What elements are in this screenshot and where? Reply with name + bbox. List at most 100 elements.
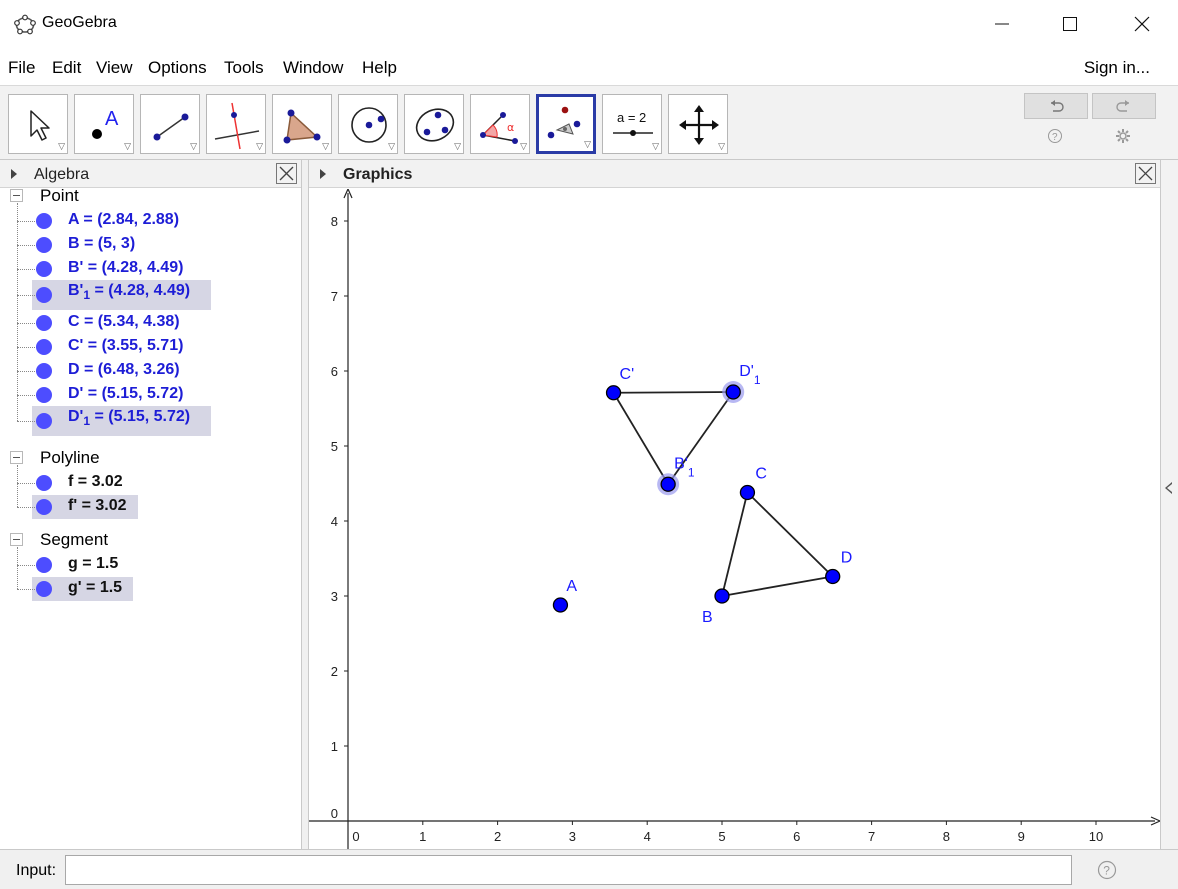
algebra-expression[interactable]: A = (2.84, 2.88): [68, 211, 179, 229]
cursor-arrow-icon: [30, 110, 50, 141]
x-tick-label: 5: [718, 829, 725, 844]
visibility-toggle-icon[interactable]: [36, 475, 52, 491]
point-label-text: C': [620, 366, 635, 383]
segment-f'[interactable]: [612, 392, 669, 485]
algebra-expression[interactable]: B'1 = (4.28, 4.49): [68, 282, 190, 302]
undo-button[interactable]: [1024, 93, 1088, 119]
tree-connector: [17, 465, 18, 507]
visibility-toggle-icon[interactable]: [36, 387, 52, 403]
point-B'1[interactable]: [660, 476, 676, 492]
move-tool-button[interactable]: ▽: [8, 94, 68, 154]
point-D'1[interactable]: [725, 384, 741, 400]
point-C'[interactable]: [605, 385, 622, 401]
algebra-expression[interactable]: g = 1.5: [68, 555, 118, 573]
expand-panel-triangle-icon[interactable]: [1165, 482, 1172, 494]
menu-options[interactable]: Options: [148, 58, 207, 77]
algebra-expression[interactable]: D = (6.48, 3.26): [68, 361, 180, 379]
slider-tool-button[interactable]: a = 2 ▽: [602, 94, 662, 154]
graphics-title: Graphics: [343, 166, 413, 183]
close-window-button[interactable]: [1108, 0, 1176, 48]
segment-CD[interactable]: [746, 491, 834, 578]
segment-g[interactable]: [721, 575, 833, 597]
object-name: C': [68, 337, 84, 354]
segment-f[interactable]: [721, 492, 749, 597]
point-label-subscript: 1: [688, 465, 695, 479]
move-arrows-icon: [679, 105, 719, 145]
menu-tools[interactable]: Tools: [224, 58, 264, 77]
collapse-group-icon[interactable]: [10, 533, 23, 546]
point-tool-button[interactable]: A ▽: [74, 94, 134, 154]
visibility-toggle-icon[interactable]: [36, 287, 52, 303]
x-tick-label: 6: [793, 829, 800, 844]
visibility-toggle-icon[interactable]: [36, 261, 52, 277]
sign-in-link[interactable]: Sign in...: [1083, 58, 1150, 77]
visibility-toggle-icon[interactable]: [36, 213, 52, 229]
dropdown-triangle-icon: ▽: [256, 141, 263, 151]
visibility-toggle-icon[interactable]: [36, 413, 52, 429]
close-algebra-button[interactable]: [276, 163, 297, 184]
point-D[interactable]: [825, 568, 841, 585]
algebra-expression[interactable]: C' = (3.55, 5.71): [68, 337, 183, 355]
segment-tool-button[interactable]: ▽: [140, 94, 200, 154]
right-panel-toggle[interactable]: [1161, 160, 1178, 849]
object-name: B': [68, 282, 84, 299]
conic-tool-button[interactable]: ▽: [404, 94, 464, 154]
input-field[interactable]: [65, 855, 1072, 885]
point-label-text: C: [755, 466, 767, 483]
circle-tool-button[interactable]: ▽: [338, 94, 398, 154]
point-B[interactable]: [714, 588, 730, 604]
minimize-button[interactable]: [968, 0, 1036, 48]
move-graphics-view-tool-button[interactable]: ▽: [668, 94, 728, 154]
collapse-triangle-icon[interactable]: [320, 169, 326, 179]
tree-connector: [17, 221, 37, 222]
object-name: C: [68, 313, 80, 330]
redo-button[interactable]: [1092, 93, 1156, 119]
input-help-icon[interactable]: ?: [1097, 860, 1117, 880]
perpendicular-line-tool-button[interactable]: ▽: [206, 94, 266, 154]
menu-edit[interactable]: Edit: [52, 58, 82, 77]
algebra-expression[interactable]: g' = 1.5: [68, 579, 122, 597]
menu-window[interactable]: Window: [283, 58, 344, 77]
point-A[interactable]: [552, 597, 569, 613]
segment-g'[interactable]: [613, 391, 734, 394]
algebra-header: Algebra: [0, 160, 301, 188]
algebra-expression[interactable]: D' = (5.15, 5.72): [68, 385, 183, 403]
object-name: B': [68, 259, 84, 276]
menu-file[interactable]: File: [8, 58, 36, 77]
collapse-group-icon[interactable]: [10, 189, 23, 202]
algebra-row[interactable]: [32, 406, 211, 436]
visibility-toggle-icon[interactable]: [36, 363, 52, 379]
view-splitter[interactable]: [302, 160, 308, 849]
visibility-toggle-icon[interactable]: [36, 557, 52, 573]
angle-icon: α: [480, 112, 518, 144]
graphics-view[interactable]: Graphics 0 1 2 3 4 5 6 7 8 9 10 0 1 2 3 4 5 6 7 8 A B C D C' D'1 B…: [308, 160, 1161, 849]
segment-D'B'[interactable]: [667, 391, 734, 485]
visibility-toggle-icon[interactable]: [36, 581, 52, 597]
help-icon[interactable]: ?: [1047, 128, 1063, 144]
algebra-expression[interactable]: B' = (4.28, 4.49): [68, 259, 183, 277]
collapse-group-icon[interactable]: [10, 451, 23, 464]
visibility-toggle-icon[interactable]: [36, 499, 52, 515]
visibility-toggle-icon[interactable]: [36, 315, 52, 331]
collapse-triangle-icon[interactable]: [11, 169, 17, 179]
algebra-expression[interactable]: D'1 = (5.15, 5.72): [68, 408, 190, 428]
visibility-toggle-icon[interactable]: [36, 339, 52, 355]
point-label-subscript: 1: [754, 373, 761, 387]
point-C[interactable]: [739, 484, 756, 501]
angle-tool-button[interactable]: α ▽: [470, 94, 530, 154]
menu-view[interactable]: View: [96, 58, 133, 77]
reflect-about-point-tool-button[interactable]: ▽: [536, 94, 596, 154]
algebra-expression[interactable]: C = (5.34, 4.38): [68, 313, 180, 331]
settings-gear-icon[interactable]: [1115, 128, 1131, 144]
menu-help[interactable]: Help: [362, 58, 397, 77]
algebra-expression[interactable]: B = (5, 3): [68, 235, 135, 253]
point-label-text: B: [702, 609, 713, 626]
visibility-toggle-icon[interactable]: [36, 237, 52, 253]
maximize-button[interactable]: [1036, 0, 1104, 48]
algebra-expression[interactable]: f = 3.02: [68, 473, 123, 491]
close-graphics-button[interactable]: [1135, 163, 1156, 184]
polygon-tool-button[interactable]: ▽: [272, 94, 332, 154]
algebra-row[interactable]: [32, 280, 211, 310]
algebra-expression[interactable]: f' = 3.02: [68, 497, 127, 515]
